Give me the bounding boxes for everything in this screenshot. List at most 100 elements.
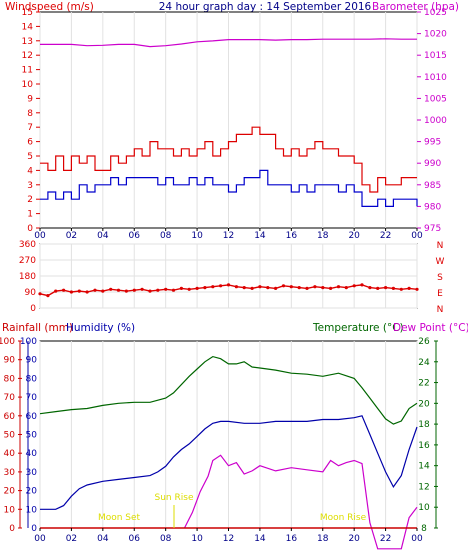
direction-points [38, 283, 419, 298]
humidity-tick-label: 90 [26, 356, 38, 366]
moon-set-annotation: Moon Set [98, 513, 141, 523]
rainfall-tick-label: 80 [4, 374, 16, 384]
rainfall-tick-label: 90 [4, 356, 16, 366]
humidity-tick-label: 100 [20, 337, 37, 347]
rainfall-tick-label: 30 [4, 468, 16, 478]
rainfall-tick-label: 70 [4, 393, 16, 403]
time-tick-label: 00 [34, 534, 46, 544]
pressure-tick-label: 990 [424, 159, 441, 169]
temperature-tick-label: 16 [418, 441, 430, 451]
pressure-tick-label: 1000 [424, 116, 447, 126]
rainfall-tick-label: 40 [4, 449, 16, 459]
time-tick-label: 00 [34, 231, 46, 241]
speed-tick-label: 15 [22, 8, 33, 18]
humidity-tick-label: 60 [26, 412, 38, 422]
temperature-tick-label: 12 [418, 482, 429, 492]
speed-tick-label: 8 [27, 109, 33, 119]
time-tick-label: 10 [191, 231, 203, 241]
time-tick-label: 18 [317, 231, 329, 241]
degree-tick-label: 90 [25, 288, 37, 298]
time-tick-label: 22 [380, 534, 391, 544]
temperature-tick-label: 14 [418, 462, 430, 472]
humidity-tick-label: 50 [26, 431, 38, 441]
time-tick-label: 06 [129, 534, 141, 544]
speed-tick-label: 7 [27, 123, 33, 133]
speed-tick-label: 14 [22, 22, 34, 32]
humidity-line [40, 415, 418, 510]
temperature-tick-label: 26 [418, 337, 430, 347]
chart-title: 24 hour graph day : 14 September 2016 [159, 1, 372, 13]
rainfall-tick-label: 10 [4, 505, 16, 515]
temperature-tick-label: 8 [421, 524, 427, 534]
time-tick-label: 18 [317, 534, 329, 544]
pressure-tick-label: 1015 [424, 51, 447, 61]
time-tick-label: 12 [223, 534, 234, 544]
temperature-tick-label: 20 [418, 399, 430, 409]
gust-line [40, 126, 417, 193]
degree-tick-label: 360 [19, 240, 36, 250]
temperature-time-ticks: 00 02 04 06 08 10 12 14 16 18 20 22 00 [34, 528, 423, 544]
time-tick-label: 22 [380, 231, 391, 241]
pressure-tick-label: 1010 [424, 73, 447, 83]
speed-tick-label: 1 [27, 210, 33, 220]
pressure-tick-label: 1025 [424, 8, 447, 18]
temperature-tick-label: 24 [418, 358, 430, 368]
time-tick-label: 10 [191, 534, 203, 544]
time-tick-label: 20 [348, 231, 360, 241]
speed-tick-label: 5 [27, 152, 33, 162]
speed-tick-label: 11 [22, 66, 33, 76]
temperature-tick-label: 18 [418, 420, 430, 430]
direction-letter: E [437, 289, 443, 299]
humidity-ticks: 0 0 10 10 20 20 30 30 40 40 50 50 60 60 70 70 80 80 90 90 10… [0, 337, 37, 534]
sun-rise-annotation: Sun Rise [155, 493, 194, 503]
degree-tick-label: 0 [30, 304, 36, 314]
degree-tick-label: 180 [19, 272, 36, 282]
temperature-axis-title: Temperature (°C) [312, 322, 404, 334]
direction-letter: W [436, 257, 445, 267]
humidity-tick-label: 70 [26, 393, 38, 403]
direction-letter: S [437, 273, 443, 283]
humidity-tick-label: 30 [26, 468, 38, 478]
time-tick-label: 02 [66, 534, 77, 544]
time-tick-label: 04 [97, 534, 109, 544]
temperature-ticks: 8 10 12 14 16 18 20 22 24 26 [418, 337, 438, 534]
temperature-tick-label: 22 [418, 379, 429, 389]
pressure-tick-label: 980 [424, 202, 441, 212]
temperature-tick-label: 10 [418, 503, 430, 513]
time-tick-label: 12 [223, 231, 234, 241]
humidity-tick-label: 10 [26, 505, 38, 515]
rainfall-tick-label: 0 [9, 524, 15, 534]
temperature-line [39, 355, 418, 425]
direction-letter: N [437, 241, 444, 251]
humidity-tick-label: 20 [26, 487, 38, 497]
time-tick-label: 04 [97, 231, 109, 241]
pressure-tick-label: 995 [424, 138, 441, 148]
time-tick-label: 02 [66, 231, 77, 241]
time-tick-label: 00 [411, 534, 423, 544]
time-tick-label: 00 [411, 231, 423, 241]
time-tick-label: 08 [160, 534, 172, 544]
direction-degree-ticks: 360 270 180 90 0 [19, 240, 36, 314]
dewpoint-line [183, 454, 418, 550]
time-tick-label: 08 [160, 231, 172, 241]
speed-tick-label: 9 [27, 94, 33, 104]
moon-rise-annotation: Moon Rise [320, 513, 367, 523]
speed-tick-label: 13 [22, 37, 33, 47]
average-line [40, 169, 418, 207]
time-tick-label: 20 [348, 534, 360, 544]
barometer-axis-title: Barometer (hpa) [372, 1, 459, 13]
pressure-line [40, 38, 417, 48]
direction-trace [39, 284, 418, 297]
humidity-tick-label: 0 [31, 524, 37, 534]
pressure-tick-label: 1020 [424, 30, 447, 40]
rainfall-tick-label: 20 [4, 487, 16, 497]
pressure-tick-label: 975 [424, 224, 441, 234]
degree-tick-label: 270 [19, 256, 36, 266]
time-tick-label: 16 [286, 534, 298, 544]
humidity-tick-label: 80 [26, 374, 38, 384]
direction-letter: N [437, 305, 444, 315]
time-tick-label: 14 [254, 534, 266, 544]
